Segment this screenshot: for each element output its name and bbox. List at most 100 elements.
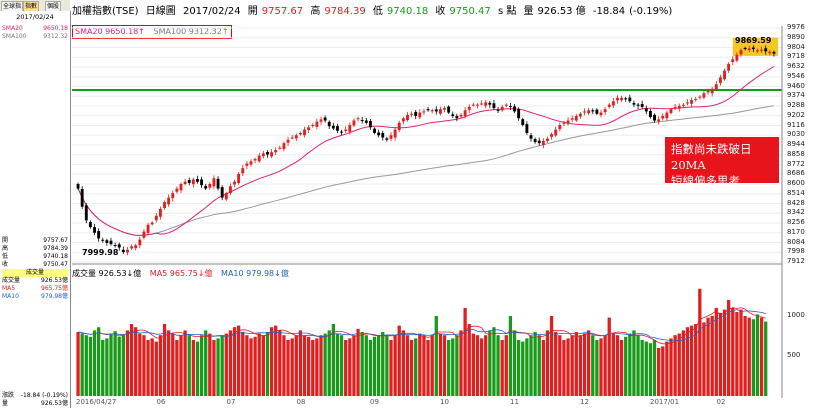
high-point-label: 9869.59 (735, 36, 772, 45)
volume-bar (451, 338, 455, 396)
date-tick-label: 2017/01 (650, 398, 680, 406)
volume-bar (80, 333, 84, 396)
candle-body (648, 110, 652, 118)
candle-body (381, 132, 385, 138)
candle-body (521, 119, 525, 126)
volume-bar (187, 335, 191, 396)
candle-body (533, 139, 537, 143)
candle-body (344, 129, 348, 131)
candle-body (414, 111, 418, 116)
candle-body (426, 109, 430, 111)
volume-bar (434, 316, 438, 396)
candle-body (385, 138, 389, 140)
candle-body (270, 152, 274, 157)
volume-bar (619, 340, 624, 396)
volume-bar (722, 309, 727, 396)
volume-bar (603, 335, 607, 396)
volume-bar (739, 309, 743, 396)
volume-bar (500, 340, 504, 396)
volume-bar (150, 338, 154, 396)
volume-bar (537, 335, 541, 396)
period-label[interactable]: 日線圖 (145, 6, 176, 17)
volume-bar (714, 308, 718, 396)
high-label: 高 (310, 6, 321, 17)
candle-body (772, 51, 776, 54)
candle-body (373, 128, 376, 133)
candle-body (183, 181, 187, 184)
candle-body (117, 244, 121, 248)
volume-bar (204, 330, 208, 396)
candle-body (315, 121, 319, 127)
candle-body (134, 245, 138, 249)
volume-bar (195, 341, 200, 396)
panel-vol: 成交量 926.53億 (2, 277, 68, 284)
candle-body (84, 205, 88, 221)
candle-body (303, 129, 306, 136)
candle-body (150, 222, 154, 225)
volume-bar (727, 300, 731, 396)
volume-bar (549, 316, 554, 396)
candle-body (484, 102, 488, 106)
candle-body (574, 115, 578, 121)
price-tick-label: 9374 (787, 91, 805, 100)
panel-low: 低 9740.18 (2, 253, 68, 260)
candle-body (504, 104, 508, 106)
volume-bar (158, 335, 163, 396)
price-tick-label: 9030 (787, 130, 805, 139)
candle-body (76, 184, 80, 189)
candle-body (331, 125, 335, 129)
volume-bar (706, 317, 710, 396)
volume-bar (447, 340, 451, 396)
candle-body (459, 114, 463, 117)
volume-bar (298, 330, 303, 396)
candle-body (142, 231, 146, 238)
price-tick-label: 9718 (787, 52, 805, 61)
volume-bar (249, 338, 253, 396)
candle-body (541, 140, 545, 145)
candle-body (480, 103, 484, 105)
candle-body (471, 104, 475, 106)
volume-bar (529, 335, 533, 396)
volume-bar (405, 335, 410, 396)
candle-body (105, 240, 109, 243)
candle-body (216, 178, 220, 189)
candle-body (558, 125, 562, 130)
volume-bar (681, 330, 685, 396)
candle-body (525, 124, 529, 133)
candle-body (706, 91, 710, 93)
candle-body (550, 134, 554, 137)
volume-bar (88, 336, 93, 396)
panel-change: 漲跌 -18.84 (-0.19%) (2, 392, 68, 399)
candle-body (500, 106, 504, 111)
volume-bar (232, 327, 237, 396)
candle-body (681, 104, 685, 106)
candle-body (488, 102, 492, 105)
candle-body (220, 187, 224, 198)
candle-body (138, 239, 142, 246)
candle-body (237, 173, 241, 184)
candle-body (686, 102, 689, 104)
volume-bar (117, 336, 121, 396)
volume-bar (570, 335, 574, 396)
volume-bar (591, 335, 595, 396)
volume-bar (220, 335, 224, 396)
quote-date: 2017/02/24 (182, 6, 241, 17)
candle-body (356, 118, 360, 120)
candle-body (554, 129, 558, 136)
candle-body (88, 222, 92, 228)
candle-body (422, 111, 426, 113)
price-tick-label: 8944 (787, 140, 805, 148)
volume-bar (261, 335, 265, 396)
analysis-note: 指數尚未跌破日20MA 短線偏多思考 (665, 137, 779, 188)
candle-body (731, 59, 735, 63)
candle-body (80, 188, 84, 207)
volume-bar (554, 332, 558, 396)
volume-bar (368, 340, 373, 396)
volume-bar (278, 330, 282, 396)
candle-body (747, 48, 751, 50)
candle-body (644, 108, 648, 112)
candle-body (298, 132, 302, 135)
candle-body (508, 106, 512, 107)
close-value: 9750.47 (449, 6, 491, 17)
sma100-legend: SMA100 9312.32↑ (153, 27, 229, 36)
